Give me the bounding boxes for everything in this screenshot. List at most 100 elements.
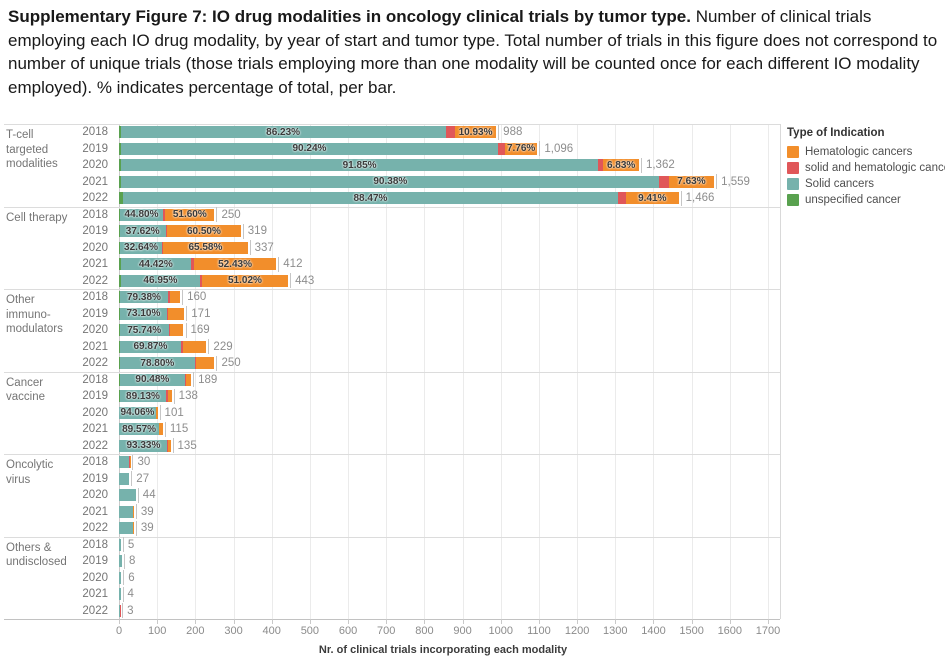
bar-row: 30: [119, 454, 150, 471]
bar-segment-unspecified: [119, 274, 121, 287]
stacked-bar: 44.42% 52.43%: [119, 258, 277, 271]
bar-segment-solid: 90.48%: [119, 373, 185, 386]
bar-segment-hematologic: [183, 340, 207, 353]
legend-item: solid and hematologic cancer: [787, 160, 945, 176]
segment-pct-label: 94.06%: [120, 407, 155, 419]
x-tick-label: 1200: [564, 625, 590, 637]
bar-row: 88.47% 9.41% 1,466: [119, 190, 714, 207]
segment-pct-label: 44.80%: [124, 209, 159, 221]
segment-pct-label: 90.38%: [373, 176, 408, 188]
bar-segment-unspecified: [119, 291, 120, 304]
bar-segment-solid_hematologic: [166, 390, 168, 403]
segment-pct-label: 90.24%: [292, 143, 327, 155]
bar-segment-solid: 46.95%: [120, 274, 201, 287]
figure-caption-title: Supplementary Figure 7: IO drug modaliti…: [8, 7, 691, 26]
segment-pct-label: 88.47%: [353, 192, 388, 204]
group-label: Other immuno-modulators: [6, 294, 63, 335]
bar-segment-hematologic: [167, 307, 185, 320]
bar-total-label: 27: [131, 471, 149, 487]
stacked-bar: [119, 538, 121, 551]
bar-total-label: 1,096: [539, 141, 573, 157]
bar-segment-hematologic: 51.02%: [201, 274, 289, 287]
segment-pct-label: 6.83%: [606, 159, 636, 171]
bar-total-label: 160: [182, 289, 206, 305]
bar-total-label: 319: [242, 223, 267, 239]
bar-segment-solid: [119, 538, 121, 551]
bar-segment-solid: 75.74%: [119, 324, 169, 337]
bar-total-label: 5: [122, 537, 134, 553]
x-tick-mark: [424, 619, 426, 624]
stacked-bar: [119, 456, 131, 469]
legend-title: Type of Indication: [787, 127, 885, 139]
x-tick-mark: [309, 619, 311, 624]
bar-row: 8: [119, 553, 135, 570]
bar-segment-solid_hematologic: [598, 159, 604, 172]
x-tick-mark: [195, 619, 197, 624]
bar-segment-solid: [119, 571, 122, 584]
bar-row: 69.87% 229: [119, 339, 233, 356]
bar-total-label: 1,559: [716, 174, 750, 190]
bar-row: 94.06% 101: [119, 405, 184, 422]
bar-segment-unspecified: [119, 241, 121, 254]
stacked-bar: 89.57%: [119, 423, 163, 436]
x-tick-label: 900: [453, 625, 472, 637]
bar-segment-hematologic: 7.63%: [668, 175, 715, 188]
x-tick-mark: [577, 619, 579, 624]
x-tick-label: 1300: [603, 625, 628, 637]
stacked-bar: 86.23% 10.93%: [119, 126, 497, 139]
year-label: 2022: [82, 274, 108, 287]
bar-segment-solid_hematologic: [180, 340, 184, 353]
segment-pct-label: 60.50%: [186, 225, 221, 237]
x-tick-mark: [691, 619, 693, 624]
stacked-bar: 79.38%: [119, 291, 181, 304]
bar-segment-hematologic: 60.50%: [167, 225, 241, 238]
year-label: 2021: [82, 423, 108, 435]
segment-pct-label: 51.60%: [172, 209, 207, 221]
stacked-bar: [119, 522, 134, 535]
year-label: 2018: [82, 538, 108, 551]
year-label: 2020: [82, 571, 108, 584]
bar-row: 90.38% 7.63% 1,559: [119, 174, 750, 191]
year-label: 2019: [82, 555, 108, 567]
bar-segment-solid: [119, 489, 136, 502]
bar-segment-solid: 90.38%: [121, 175, 660, 188]
x-tick-mark: [462, 619, 464, 624]
x-tick-mark: [386, 619, 388, 624]
stacked-bar: 91.85% 6.83%: [119, 159, 639, 172]
segment-pct-label: 89.13%: [126, 390, 160, 402]
plot-right-border: [780, 124, 781, 619]
bar-row: 5: [119, 537, 134, 554]
legend-item: Solid cancers: [787, 176, 942, 192]
x-tick-label: 1100: [527, 625, 551, 637]
bar-total-label: 44: [137, 487, 156, 503]
segment-pct-label: 69.87%: [133, 341, 168, 353]
x-tick-mark: [615, 619, 617, 624]
bar-segment-solid_hematologic: [168, 291, 170, 304]
group-label: T-cell targeted modalities: [6, 129, 58, 170]
legend-item-label: Hematologic cancers: [805, 146, 913, 158]
year-label: 2022: [82, 522, 108, 534]
x-tick-label: 1700: [755, 625, 781, 637]
bar-row: 86.23% 10.93% 988: [119, 124, 522, 141]
bar-row: 44.80% 51.60% 250: [119, 207, 241, 224]
bar-segment-hematologic: [169, 324, 184, 337]
bar-row: 4: [119, 586, 134, 603]
bar-segment-solid_hematologic: [168, 324, 170, 337]
year-label: 2020: [82, 324, 108, 336]
segment-pct-label: 93.33%: [126, 440, 161, 452]
segment-pct-label: 9.41%: [638, 192, 667, 204]
bar-total-label: 39: [135, 520, 154, 536]
year-label: 2018: [82, 291, 108, 303]
figure-caption-text: Number of clinical trials employing each…: [8, 7, 938, 97]
figure-caption: Supplementary Figure 7: IO drug modaliti…: [8, 5, 940, 99]
bar-total-label: 1,466: [680, 190, 714, 206]
bar-segment-hematologic: [186, 373, 192, 386]
stacked-bar: [119, 571, 122, 584]
bar-segment-solid: [119, 505, 133, 518]
bar-segment-solid: 32.64%: [120, 241, 162, 254]
hematologic-swatch: [787, 146, 799, 158]
bar-total-label: 229: [208, 339, 233, 355]
stacked-bar: 89.13%: [119, 390, 172, 403]
x-tick-label: 200: [186, 625, 205, 637]
x-tick-label: 800: [415, 625, 434, 637]
